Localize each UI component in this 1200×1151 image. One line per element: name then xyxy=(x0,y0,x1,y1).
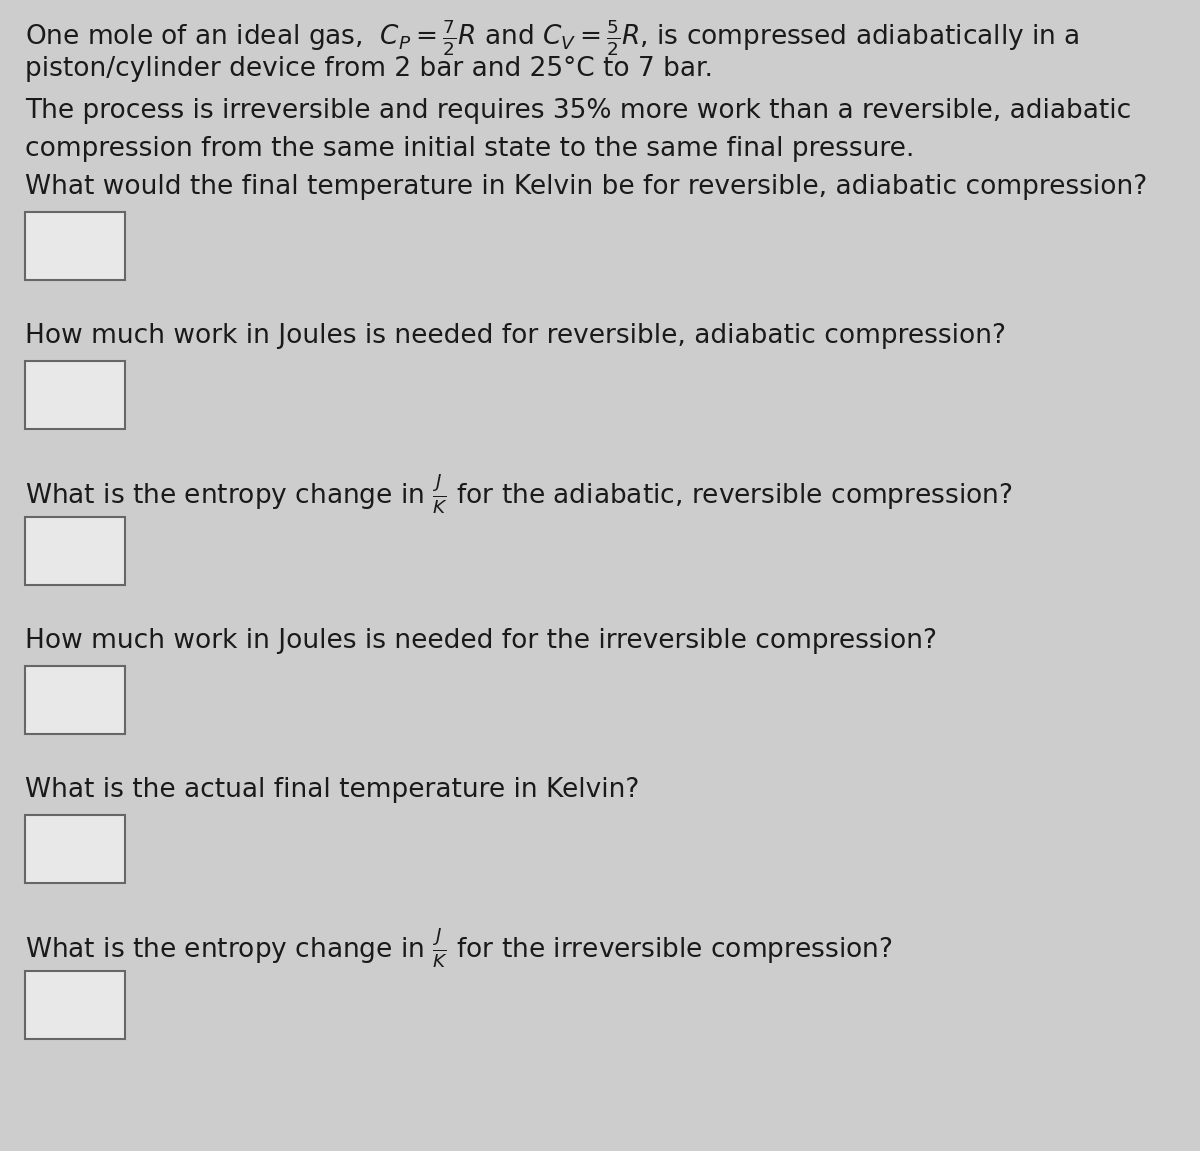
Bar xyxy=(25,212,125,280)
Text: What would the final temperature in Kelvin be for reversible, adiabatic compress: What would the final temperature in Kelv… xyxy=(25,174,1147,200)
Text: One mole of an ideal gas,  $C_P = \frac{7}{2}R$ and $C_V = \frac{5}{2}R$, is com: One mole of an ideal gas, $C_P = \frac{7… xyxy=(25,18,1080,59)
Text: The process is irreversible and requires 35% more work than a reversible, adiaba: The process is irreversible and requires… xyxy=(25,98,1132,124)
Bar xyxy=(25,815,125,883)
Bar xyxy=(25,517,125,585)
Text: What is the entropy change in $\frac{J}{K}$ for the irreversible compression?: What is the entropy change in $\frac{J}{… xyxy=(25,927,893,970)
Text: How much work in Joules is needed for reversible, adiabatic compression?: How much work in Joules is needed for re… xyxy=(25,323,1006,349)
Text: What is the entropy change in $\frac{J}{K}$ for the adiabatic, reversible compre: What is the entropy change in $\frac{J}{… xyxy=(25,472,1013,517)
Bar xyxy=(25,361,125,429)
Bar xyxy=(25,666,125,734)
Text: What is the actual final temperature in Kelvin?: What is the actual final temperature in … xyxy=(25,777,640,803)
Bar xyxy=(25,971,125,1039)
Text: compression from the same initial state to the same final pressure.: compression from the same initial state … xyxy=(25,136,914,162)
Text: How much work in Joules is needed for the irreversible compression?: How much work in Joules is needed for th… xyxy=(25,628,937,654)
Text: piston/cylinder device from 2 bar and 25°C to 7 bar.: piston/cylinder device from 2 bar and 25… xyxy=(25,56,713,82)
